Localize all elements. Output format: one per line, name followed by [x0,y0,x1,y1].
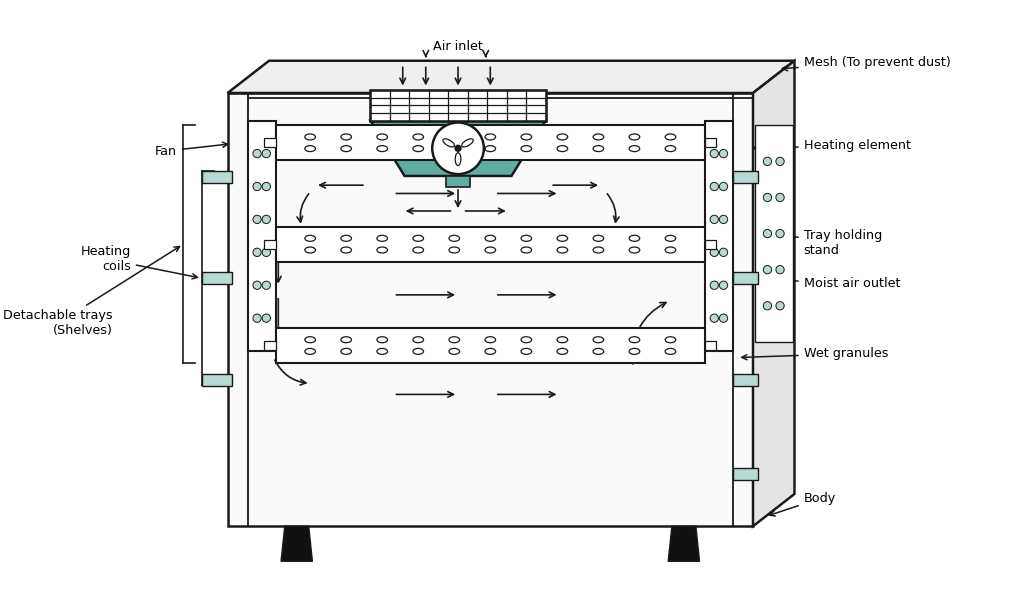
Circle shape [710,182,719,191]
Circle shape [776,301,784,310]
Text: Fan: Fan [155,142,227,157]
Text: Mesh (To prevent dust): Mesh (To prevent dust) [782,56,950,71]
Polygon shape [669,526,699,561]
Circle shape [253,248,261,256]
Polygon shape [275,227,706,262]
Polygon shape [706,121,733,351]
Circle shape [455,145,462,152]
Text: Body: Body [770,492,836,516]
Polygon shape [227,93,753,526]
Circle shape [776,193,784,202]
Ellipse shape [462,139,473,147]
Text: Moist air outlet: Moist air outlet [749,276,900,290]
Circle shape [262,314,270,322]
Polygon shape [706,341,716,350]
Polygon shape [371,121,546,176]
Circle shape [719,215,728,223]
Circle shape [710,281,719,289]
Circle shape [262,149,270,158]
Circle shape [253,281,261,289]
Polygon shape [202,171,232,183]
Text: Air inlet: Air inlet [433,40,483,53]
Circle shape [763,265,772,274]
Circle shape [763,157,772,165]
Circle shape [262,281,270,289]
Polygon shape [706,240,716,249]
Circle shape [710,215,719,223]
Circle shape [763,193,772,202]
Circle shape [776,157,784,165]
Circle shape [253,314,261,322]
Circle shape [776,265,784,274]
Polygon shape [733,171,758,183]
Polygon shape [446,176,470,187]
Polygon shape [227,61,795,93]
Text: Wet granules: Wet granules [741,347,888,361]
Polygon shape [281,526,312,561]
Polygon shape [275,328,706,363]
Circle shape [262,248,270,256]
Circle shape [710,314,719,322]
Circle shape [719,314,728,322]
Ellipse shape [443,139,455,147]
Circle shape [432,123,484,174]
Polygon shape [275,125,706,160]
Polygon shape [248,121,275,351]
Circle shape [253,182,261,191]
Polygon shape [733,272,758,284]
Polygon shape [371,90,546,121]
Circle shape [253,215,261,223]
Circle shape [763,301,772,310]
Circle shape [253,149,261,158]
Polygon shape [733,374,758,386]
Circle shape [776,229,784,238]
Circle shape [262,182,270,191]
Polygon shape [264,240,275,249]
Circle shape [710,248,719,256]
Polygon shape [264,341,275,350]
Circle shape [719,248,728,256]
Text: Heating element: Heating element [753,139,910,152]
Text: Detachable trays
(Shelves): Detachable trays (Shelves) [3,246,179,337]
Polygon shape [202,272,232,284]
Circle shape [262,215,270,223]
Text: Heating
coils: Heating coils [81,245,198,279]
Polygon shape [706,138,716,148]
Ellipse shape [456,152,461,165]
Circle shape [763,229,772,238]
Circle shape [719,149,728,158]
Polygon shape [753,61,795,526]
Circle shape [719,281,728,289]
Polygon shape [755,125,793,342]
Circle shape [710,149,719,158]
Circle shape [719,182,728,191]
Polygon shape [733,468,758,479]
Text: Tray holding
stand: Tray holding stand [778,229,882,257]
Polygon shape [202,374,232,386]
Polygon shape [264,138,275,148]
